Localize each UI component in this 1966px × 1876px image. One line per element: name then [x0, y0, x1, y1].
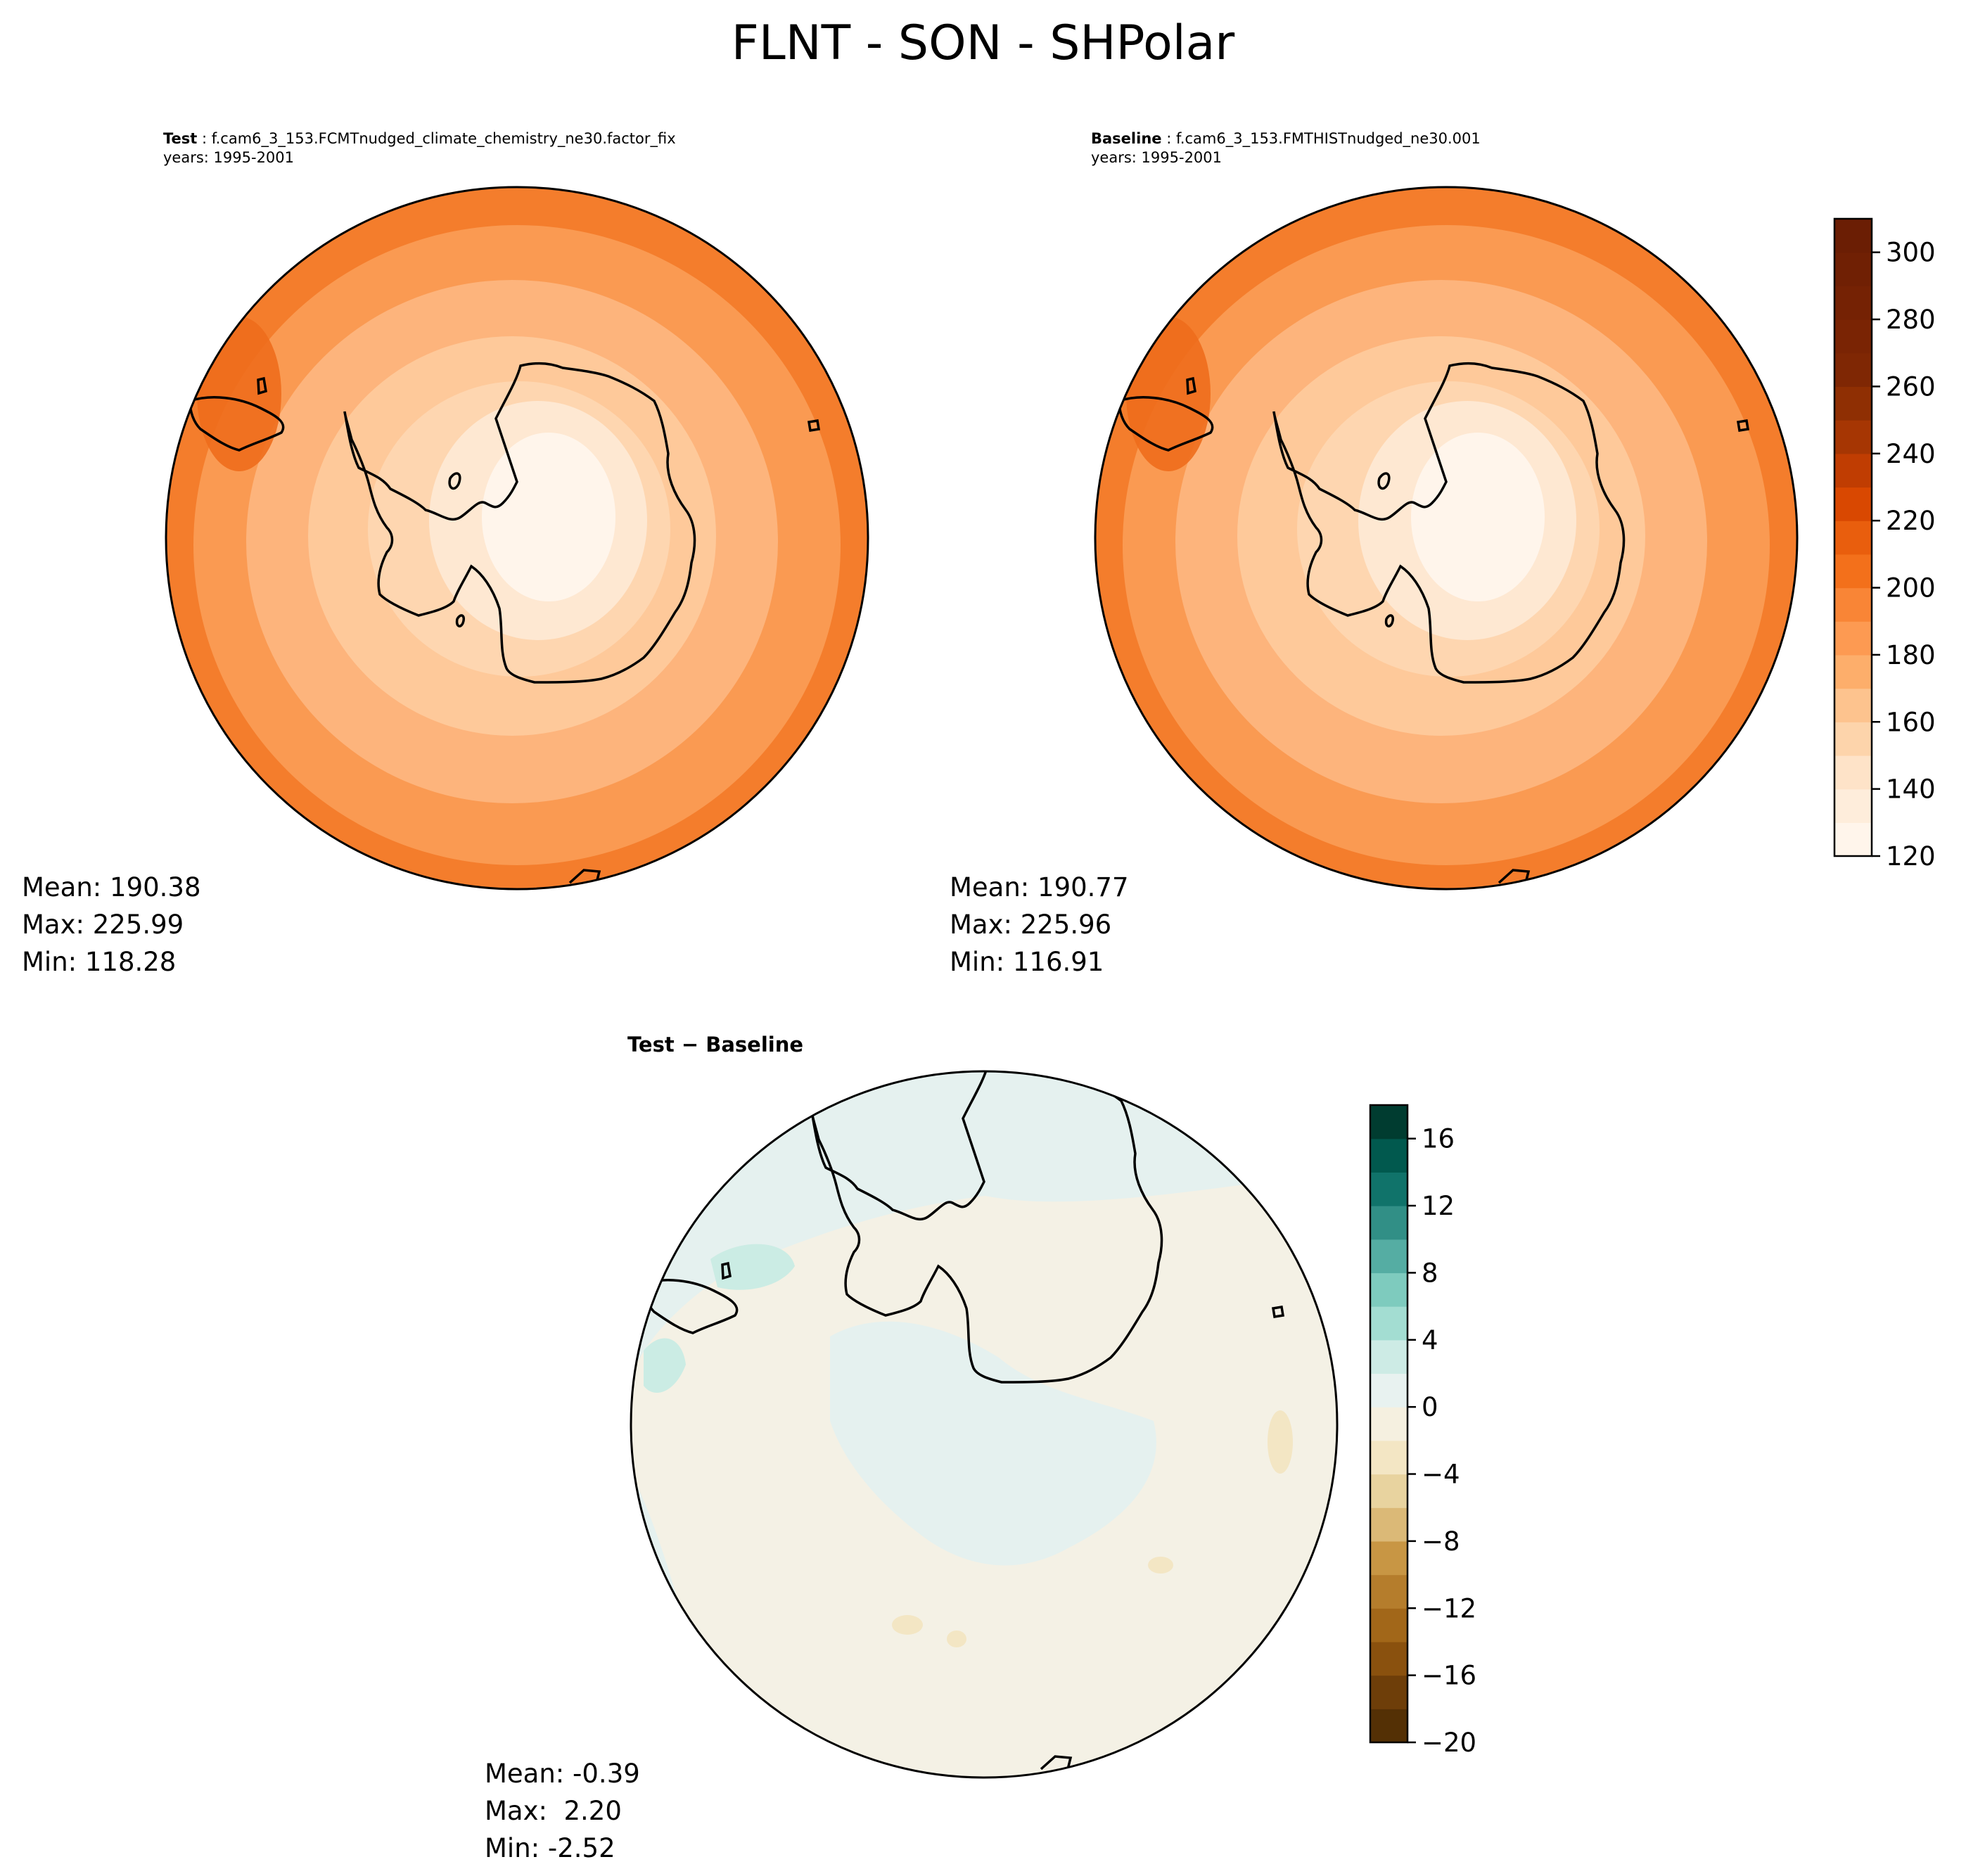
main-colorbar-tick-label: 240 — [1886, 439, 1936, 469]
main-colorbar-segment — [1834, 352, 1872, 388]
diff-colorbar: −20 −16 −12 −8 −4 0 4 8 12 16 — [1369, 1104, 1476, 1758]
test-map-border — [165, 186, 869, 891]
diff-colorbar-segment — [1370, 1440, 1408, 1475]
baseline-years: years: 1995-2001 — [1091, 149, 1223, 166]
diff-colorbar-tick-label: −16 — [1422, 1661, 1476, 1691]
diff-colorbar-segment — [1370, 1608, 1408, 1642]
diff-colorbar-segment — [1370, 1540, 1408, 1576]
main-colorbar-segment — [1834, 587, 1872, 622]
diff-coastlines-b — [642, 1261, 1285, 1773]
main-colorbar-segment — [1834, 219, 1872, 253]
baseline-map — [1095, 187, 1797, 889]
main-colorbar-segment — [1834, 688, 1872, 722]
test-map — [166, 187, 868, 889]
baseline-stats: Mean: 190.77 Max: 225.96 Min: 116.91 — [950, 869, 1129, 981]
main-colorbar-segment — [1834, 286, 1872, 320]
diff-colorbar-segment — [1370, 1339, 1408, 1374]
diff-colorbar-segment — [1370, 1138, 1408, 1173]
test-case-name: f.cam6_3_153.FCMTnudged_climate_chemistr… — [211, 130, 676, 147]
main-colorbar-segment — [1834, 487, 1872, 521]
diff-colorbar-tick-label: −20 — [1422, 1728, 1476, 1758]
main-colorbar-segment — [1834, 554, 1872, 589]
diff-colorbar-frame — [1369, 1104, 1409, 1744]
baseline-min: Min: 116.91 — [950, 947, 1104, 977]
diff-colorbar-tick-label: 8 — [1422, 1258, 1438, 1288]
diff-colorbar-segment — [1370, 1105, 1408, 1140]
baseline-label: Baseline — [1091, 130, 1162, 147]
diff-min: Min: -2.52 — [485, 1833, 615, 1863]
main-colorbar-tick-label: 280 — [1886, 305, 1936, 335]
diff-stats: Mean: -0.39 Max: 2.20 Min: -2.52 — [485, 1755, 640, 1867]
test-min: Min: 118.28 — [22, 947, 177, 977]
diff-panel-title: Test − Baseline — [627, 1033, 804, 1057]
test-max: Max: 225.99 — [22, 910, 184, 940]
diff-colorbar-tick-label: 4 — [1422, 1325, 1438, 1355]
diff-colorbar-segment — [1370, 1507, 1408, 1542]
main-colorbar-tick-label: 260 — [1886, 371, 1936, 402]
main-colorbar-tick-label: 300 — [1886, 238, 1936, 268]
main-colorbar-tick-label: 120 — [1886, 841, 1936, 872]
diff-colorbar-segment — [1370, 1172, 1408, 1206]
figure-title: FLNT - SON - SHPolar — [731, 15, 1235, 71]
diff-colorbar-segment — [1370, 1407, 1408, 1441]
test-coastlines — [189, 362, 821, 886]
main-colorbar-segment — [1834, 822, 1872, 857]
diff-colorbar-tick-label: −4 — [1422, 1460, 1460, 1490]
main-colorbar: 120 140 160 180 200 220 240 260 280 300 — [1833, 217, 1936, 872]
main-colorbar-tick-label: 200 — [1886, 573, 1936, 604]
diff-colorbar-segment — [1370, 1272, 1408, 1307]
main-colorbar-segment — [1834, 722, 1872, 756]
diff-colorbar-tick-label: 12 — [1422, 1191, 1455, 1221]
diff-colorbar-segment — [1370, 1239, 1408, 1274]
diff-colorbar-segment — [1370, 1675, 1408, 1709]
main-colorbar-segment — [1834, 654, 1872, 689]
diff-colorbar-segment — [1370, 1373, 1408, 1408]
diff-mean: Mean: -0.39 — [485, 1759, 640, 1789]
diff-colorbar-tick-label: −12 — [1422, 1593, 1476, 1623]
diff-colorbar-segment — [1370, 1709, 1408, 1743]
baseline-case-name: f.cam6_3_153.FMTHISTnudged_ne30.001 — [1175, 130, 1481, 147]
test-mean: Mean: 190.38 — [22, 872, 201, 902]
main-colorbar-segment — [1834, 453, 1872, 488]
main-colorbar-segment — [1834, 319, 1872, 354]
main-colorbar-segment — [1834, 755, 1872, 790]
test-label: Test — [163, 130, 198, 147]
baseline-map-border — [1094, 186, 1799, 891]
diff-colorbar-tick-label: 16 — [1422, 1124, 1455, 1154]
diff-colorbar-segment — [1370, 1306, 1408, 1341]
diff-max: Max: 2.20 — [485, 1796, 622, 1826]
main-colorbar-segment — [1834, 789, 1872, 823]
baseline-panel-header: Baseline : f.cam6_3_153.FMTHISTnudged_ne… — [1091, 130, 1481, 166]
diff-colorbar-segment — [1370, 1206, 1408, 1240]
diff-colorbar-segment — [1370, 1574, 1408, 1609]
test-panel-header: Test : f.cam6_3_153.FCMTnudged_climate_c… — [163, 130, 676, 166]
baseline-max: Max: 225.96 — [950, 910, 1112, 940]
diff-map-border — [630, 1070, 1339, 1779]
main-colorbar-tick-label: 220 — [1886, 506, 1936, 536]
diff-colorbar-segment — [1370, 1641, 1408, 1676]
baseline-mean: Mean: 190.77 — [950, 872, 1129, 902]
baseline-coastlines — [1118, 362, 1750, 886]
diff-map — [631, 1071, 1337, 1778]
main-colorbar-tick-label: 140 — [1886, 774, 1936, 805]
main-colorbar-segment — [1834, 621, 1872, 656]
diff-colorbar-tick-label: 0 — [1422, 1392, 1438, 1422]
main-colorbar-segment — [1834, 252, 1872, 286]
main-colorbar-tick-label: 160 — [1886, 707, 1936, 737]
test-years: years: 1995-2001 — [163, 149, 295, 166]
diff-colorbar-segment — [1370, 1474, 1408, 1508]
main-colorbar-segment — [1834, 386, 1872, 421]
main-colorbar-segment — [1834, 420, 1872, 454]
test-stats: Mean: 190.38 Max: 225.99 Min: 118.28 — [22, 869, 201, 981]
diff-colorbar-tick-label: −8 — [1422, 1526, 1460, 1557]
main-colorbar-frame — [1833, 217, 1873, 857]
main-colorbar-segment — [1834, 521, 1872, 555]
main-colorbar-tick-label: 180 — [1886, 640, 1936, 670]
